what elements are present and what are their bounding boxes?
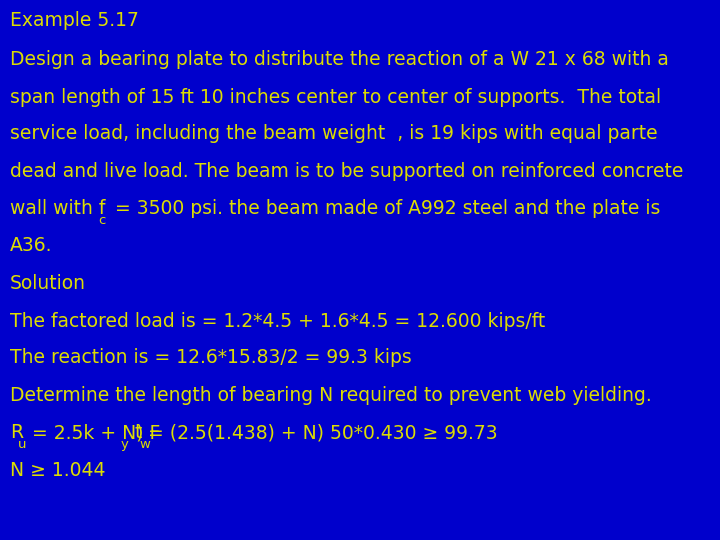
Text: Example 5.17: Example 5.17	[10, 11, 139, 30]
Text: dead and live load. The beam is to be supported on reinforced concrete: dead and live load. The beam is to be su…	[10, 162, 683, 181]
Text: t: t	[129, 423, 143, 442]
Text: c: c	[98, 213, 105, 227]
Text: = 3500 psi. the beam made of A992 steel and the plate is: = 3500 psi. the beam made of A992 steel …	[109, 199, 661, 218]
Text: = 2.5k + N) F: = 2.5k + N) F	[26, 423, 161, 442]
Text: Solution: Solution	[10, 274, 86, 293]
Text: Determine the length of bearing N required to prevent web yielding.: Determine the length of bearing N requir…	[10, 386, 652, 404]
Text: wall with f: wall with f	[10, 199, 105, 218]
Text: = (2.5(1.438) + N) 50*0.430 ≥ 99.73: = (2.5(1.438) + N) 50*0.430 ≥ 99.73	[148, 423, 498, 442]
Text: span length of 15 ft 10 inches center to center of supports.  The total: span length of 15 ft 10 inches center to…	[10, 87, 661, 106]
Text: The factored load is = 1.2*4.5 + 1.6*4.5 = 12.600 kips/ft: The factored load is = 1.2*4.5 + 1.6*4.5…	[10, 312, 545, 330]
Text: R: R	[10, 423, 23, 442]
Text: A36.: A36.	[10, 236, 53, 255]
Text: The reaction is = 12.6*15.83/2 = 99.3 kips: The reaction is = 12.6*15.83/2 = 99.3 ki…	[10, 348, 412, 367]
Text: N ≥ 1.044: N ≥ 1.044	[10, 461, 106, 480]
Text: u: u	[18, 438, 27, 451]
Text: service load, including the beam weight  , is 19 kips with equal parte: service load, including the beam weight …	[10, 124, 657, 143]
Text: Design a bearing plate to distribute the reaction of a W 21 x 68 with a: Design a bearing plate to distribute the…	[10, 50, 669, 69]
Text: y: y	[120, 438, 128, 451]
Text: w: w	[139, 438, 150, 451]
